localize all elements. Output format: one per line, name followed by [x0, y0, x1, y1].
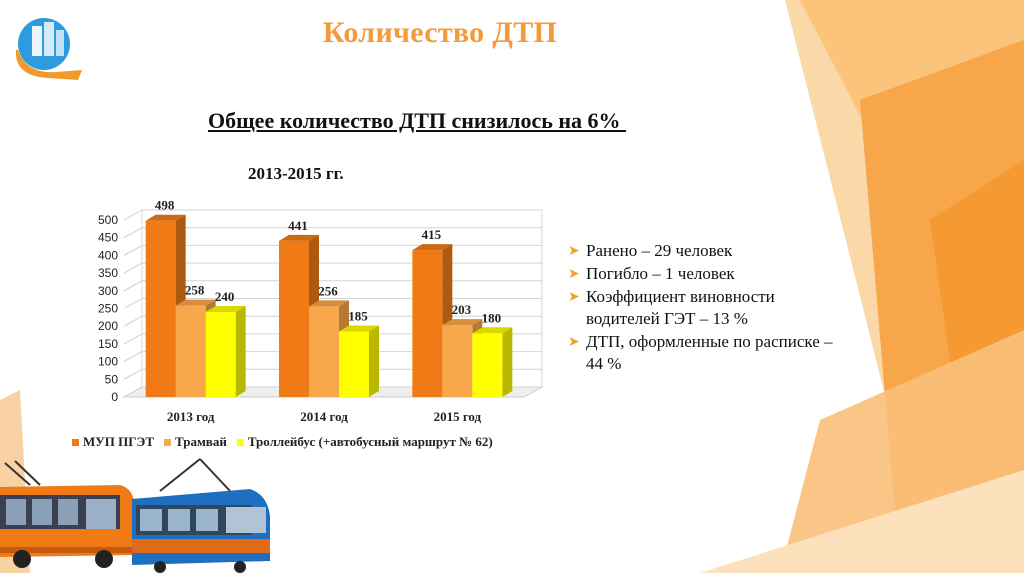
bar-value-label: 256	[318, 283, 338, 298]
legend-swatch-tram	[164, 438, 172, 446]
gridline-side	[123, 368, 143, 380]
arrow-bullet-icon: ➤	[568, 290, 580, 305]
bullet-text: Коэффициент виновности водителей ГЭТ – 1…	[586, 287, 775, 328]
chart-legend: МУП ПГЭТ Трамвай Троллейбус (+автобусный…	[72, 434, 493, 450]
bar-value-label: 498	[155, 198, 175, 213]
bar-side	[369, 325, 379, 397]
x-tick-label: 2015 год	[434, 409, 482, 424]
bar-value-label: 258	[185, 283, 205, 298]
bar	[472, 333, 503, 397]
bar	[279, 240, 309, 397]
bullet-text: ДТП, оформленные по расписке – 44 %	[586, 332, 833, 373]
bullet-item: ➤ ДТП, оформленные по расписке – 44 %	[566, 331, 836, 375]
x-tick-label: 2013 год	[167, 409, 215, 424]
y-tick-label: 300	[98, 284, 118, 298]
trolleybus-tram-illustration	[0, 458, 270, 573]
bar	[205, 312, 236, 397]
gridline-side	[123, 351, 143, 363]
bar-top	[472, 327, 513, 334]
gridline-side	[123, 280, 143, 292]
bar-value-label: 441	[288, 218, 308, 233]
bullet-item: ➤ Коэффициент виновности водителей ГЭТ – …	[566, 286, 836, 330]
x-tick-label: 2014 год	[300, 409, 348, 424]
bar-top	[205, 306, 246, 313]
bar	[442, 325, 473, 397]
bullet-item: ➤ Ранено – 29 человек	[566, 240, 836, 262]
arrow-bullet-icon: ➤	[568, 335, 580, 350]
bar-top	[309, 300, 349, 307]
bar-value-label: 180	[482, 310, 502, 325]
legend-item-trolley: Троллейбус (+автобусный маршрут № 62)	[236, 434, 493, 450]
arrow-bullet-icon: ➤	[568, 267, 580, 282]
arrow-bullet-icon: ➤	[568, 244, 580, 259]
legend-label-trolley: Троллейбус (+автобусный маршрут № 62)	[247, 434, 493, 449]
bar-side	[502, 327, 513, 397]
bar-value-label: 415	[422, 227, 442, 242]
gridline-side	[123, 227, 143, 239]
y-tick-label: 500	[98, 213, 118, 227]
gridline-side	[123, 386, 143, 398]
gridline-side	[123, 262, 143, 274]
y-tick-label: 200	[98, 319, 118, 333]
y-tick-label: 150	[98, 337, 118, 351]
gridline-side	[123, 244, 143, 256]
bar	[309, 306, 339, 397]
bar-value-label: 185	[348, 309, 368, 324]
y-tick-label: 50	[105, 372, 119, 386]
bar-top	[145, 214, 186, 221]
legend-item-tram: Трамвай	[164, 434, 227, 450]
y-tick-label: 400	[98, 248, 118, 262]
bar-top	[339, 325, 379, 332]
tram-icon	[132, 458, 270, 573]
bar-side	[235, 306, 246, 397]
bar-top	[412, 244, 453, 251]
stats-bullet-list: ➤ Ранено – 29 человек ➤ Погибло – 1 челове…	[566, 240, 836, 376]
slide-subtitle: Общее количество ДТП снизилось на 6%	[208, 108, 627, 133]
bar	[145, 220, 176, 397]
legend-swatch-trolley	[236, 438, 244, 446]
bar-value-label: 203	[452, 302, 472, 317]
y-tick-label: 350	[98, 266, 118, 280]
gridline-side	[123, 315, 143, 327]
bar-top	[175, 299, 216, 306]
y-tick-label: 100	[98, 355, 118, 369]
bar-chart: 0 50 100 150 200 250 300 350 400 450 500 498 258 240 2…	[98, 198, 544, 424]
y-tick-label: 0	[111, 390, 118, 404]
logo-icon	[15, 18, 83, 80]
bar	[412, 250, 443, 397]
bullet-text: Погибло – 1 человек	[586, 264, 735, 283]
bar-top	[279, 234, 319, 241]
legend-swatch-mup	[72, 438, 79, 446]
bar-value-label: 240	[215, 289, 235, 304]
chart-title: 2013-2015 гг.	[248, 164, 344, 183]
bullet-text: Ранено – 29 человек	[586, 241, 733, 260]
gridline-side	[123, 333, 143, 345]
slide-title: Количество ДТП	[322, 16, 558, 49]
legend-label-tram: Трамвай	[175, 434, 227, 449]
y-tick-label: 250	[98, 302, 118, 316]
gridline-side	[123, 298, 143, 309]
bar	[175, 305, 206, 397]
gridline-side	[123, 209, 143, 221]
legend-label-mup: МУП ПГЭТ	[83, 434, 155, 449]
legend-item-mup: МУП ПГЭТ	[72, 434, 154, 450]
bullet-item: ➤ Погибло – 1 человек	[566, 263, 836, 285]
trolleybus-icon	[0, 460, 134, 568]
bar-top	[442, 319, 483, 326]
bar	[339, 331, 369, 397]
y-tick-label: 450	[98, 231, 118, 245]
